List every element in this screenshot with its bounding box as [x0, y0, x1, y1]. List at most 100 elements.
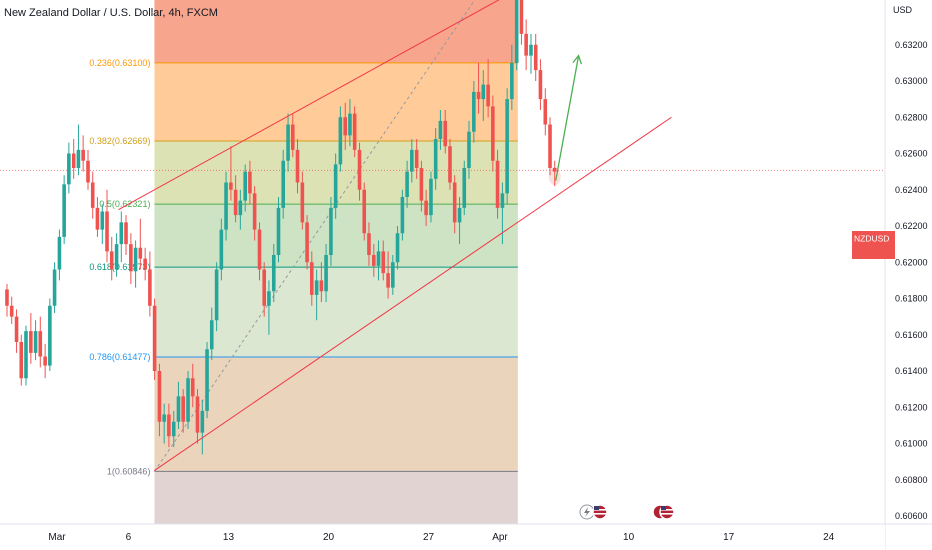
candle[interactable] — [209, 307, 214, 361]
candle[interactable] — [205, 342, 209, 419]
candle[interactable] — [14, 309, 19, 353]
candle[interactable] — [186, 371, 190, 429]
candle[interactable] — [105, 189, 109, 263]
candle[interactable] — [305, 215, 309, 270]
candle[interactable] — [319, 262, 324, 303]
candle[interactable] — [362, 182, 367, 241]
candle[interactable] — [348, 99, 352, 147]
candle[interactable] — [138, 218, 143, 270]
candle[interactable] — [171, 410, 176, 448]
candle[interactable] — [48, 298, 52, 372]
candle[interactable] — [309, 251, 314, 306]
channel-upper-line[interactable] — [118, 0, 700, 211]
projection-arrow-line[interactable] — [555, 55, 580, 181]
candle[interactable] — [324, 244, 328, 303]
candle[interactable] — [286, 113, 290, 172]
candle[interactable] — [533, 33, 538, 81]
candle[interactable] — [500, 182, 505, 245]
candle[interactable] — [9, 296, 14, 324]
candle[interactable] — [95, 197, 100, 237]
candle[interactable] — [281, 149, 286, 219]
candle[interactable] — [357, 142, 362, 201]
candle[interactable] — [109, 236, 114, 281]
candle[interactable] — [400, 189, 405, 241]
candle[interactable] — [405, 160, 409, 208]
candle[interactable] — [352, 106, 357, 158]
candle[interactable] — [214, 262, 219, 332]
time-axis[interactable]: Mar 6 13 20 27 Apr 10 17 24 — [0, 523, 932, 550]
candle[interactable] — [467, 120, 471, 179]
candle[interactable] — [529, 33, 533, 74]
candle[interactable] — [124, 215, 128, 255]
candle[interactable] — [195, 389, 200, 444]
candle[interactable] — [476, 62, 481, 114]
candle[interactable] — [510, 44, 514, 110]
candle[interactable] — [119, 211, 124, 263]
candle[interactable] — [514, 0, 519, 71]
candle[interactable] — [86, 149, 90, 190]
candle[interactable] — [491, 95, 495, 172]
candle[interactable] — [262, 262, 267, 317]
candle[interactable] — [424, 189, 428, 226]
candle[interactable] — [472, 81, 476, 143]
candle[interactable] — [29, 313, 33, 364]
candle[interactable] — [543, 88, 548, 136]
candle[interactable] — [100, 204, 105, 245]
candle[interactable] — [257, 222, 262, 281]
candle[interactable] — [248, 160, 252, 205]
candle[interactable] — [433, 128, 438, 190]
candle[interactable] — [452, 175, 457, 234]
candle[interactable] — [143, 247, 147, 281]
candle[interactable] — [448, 139, 452, 190]
candle[interactable] — [295, 139, 300, 194]
candle[interactable] — [386, 251, 390, 299]
candle[interactable] — [224, 171, 228, 241]
candle[interactable] — [57, 229, 62, 281]
candle[interactable] — [176, 381, 181, 429]
candle[interactable] — [238, 189, 243, 230]
candle[interactable] — [505, 88, 509, 205]
candle[interactable] — [548, 117, 552, 176]
candle[interactable] — [372, 244, 376, 277]
candle[interactable] — [333, 153, 338, 219]
candle[interactable] — [243, 164, 247, 212]
candle[interactable] — [152, 298, 157, 381]
candle[interactable] — [90, 171, 95, 219]
candle[interactable] — [524, 19, 528, 71]
candle[interactable] — [229, 146, 233, 201]
candle[interactable] — [495, 149, 500, 219]
candle[interactable] — [133, 240, 138, 288]
drawings[interactable] — [118, 0, 700, 472]
economic-events[interactable] — [579, 504, 675, 520]
channel-lower-line[interactable] — [153, 116, 672, 472]
candle[interactable] — [114, 233, 119, 277]
candle[interactable] — [200, 400, 205, 455]
candle[interactable] — [33, 320, 38, 361]
candle[interactable] — [24, 325, 28, 386]
candle[interactable] — [486, 59, 490, 118]
candle[interactable] — [367, 222, 371, 266]
candle[interactable] — [62, 175, 66, 245]
candle[interactable] — [552, 160, 557, 187]
candle[interactable] — [71, 139, 76, 179]
candle[interactable] — [19, 334, 24, 386]
candle[interactable] — [300, 171, 305, 230]
candle[interactable] — [129, 233, 133, 284]
price-axis[interactable]: 0.60600 0.60800 0.61000 0.61200 0.61400 0.616… — [884, 0, 932, 550]
candle[interactable] — [290, 113, 295, 158]
candle[interactable] — [538, 59, 543, 110]
candle[interactable] — [167, 403, 171, 448]
candle[interactable] — [276, 197, 281, 263]
candle[interactable] — [43, 343, 47, 379]
candle[interactable] — [5, 284, 9, 317]
candle[interactable] — [429, 171, 433, 223]
candle[interactable] — [338, 106, 343, 172]
candle[interactable] — [219, 218, 224, 281]
candle[interactable] — [519, 0, 524, 45]
candle[interactable] — [52, 262, 57, 313]
candle[interactable] — [267, 280, 271, 335]
candle[interactable] — [81, 135, 85, 172]
candle[interactable] — [190, 363, 195, 408]
candle[interactable] — [457, 197, 462, 245]
